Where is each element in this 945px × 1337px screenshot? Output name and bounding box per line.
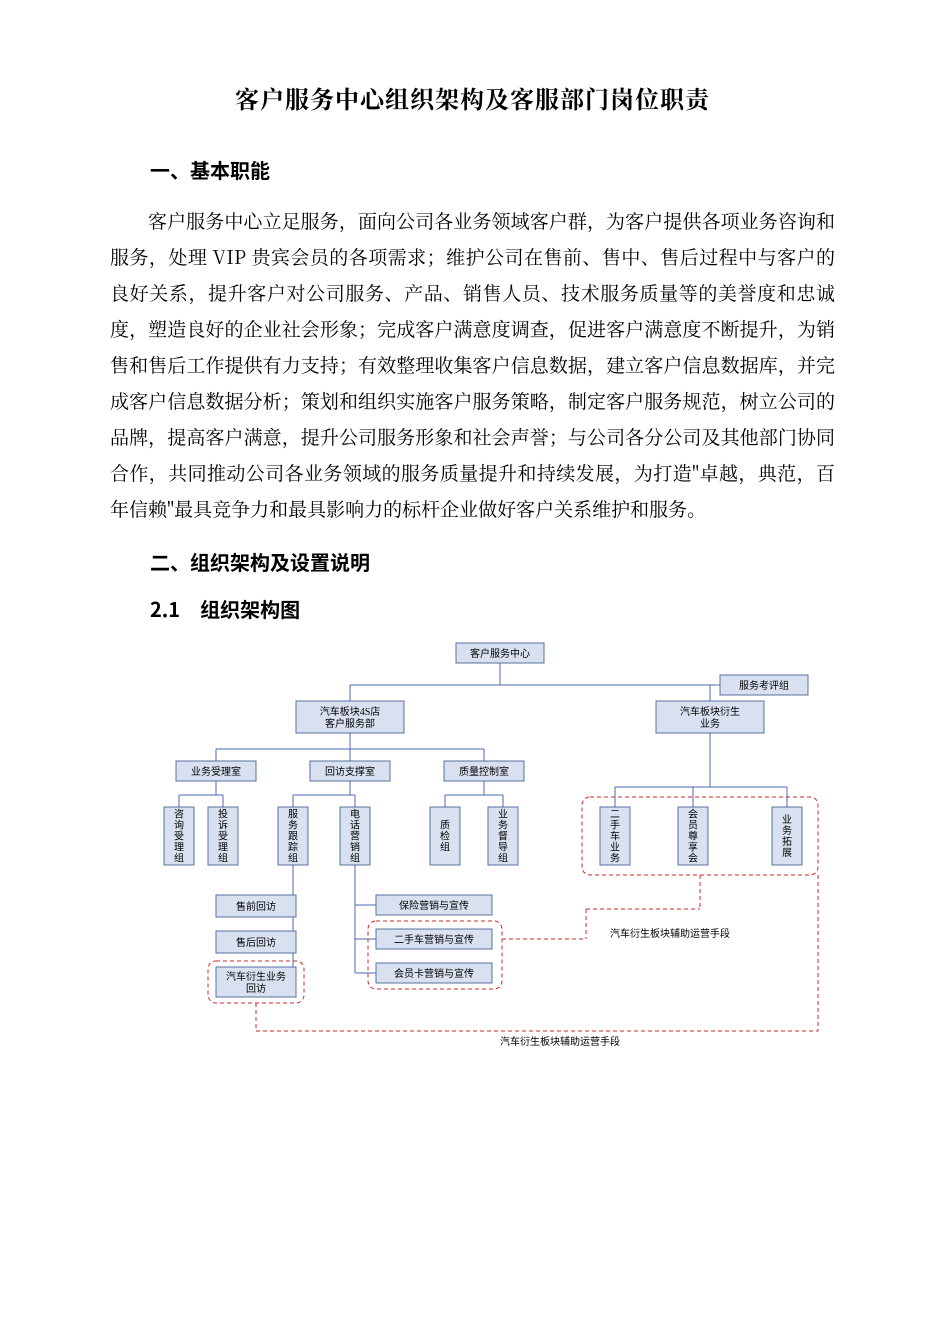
svg-text:手: 手 [610,819,620,832]
org-node: 业务拓展 [772,807,802,865]
org-node: 业务督导组 [488,807,518,865]
svg-text:组: 组 [288,852,298,865]
svg-text:回访支撑室: 回访支撑室 [325,765,375,778]
svg-text:务: 务 [782,824,792,837]
svg-text:组: 组 [498,852,508,865]
org-node: 售后回访 [216,931,296,953]
body-paragraph-1: 客户服务中心立足服务，面向公司各业务领域客户群，为客户提供各项业务咨询和服务，处… [110,203,835,527]
svg-text:享: 享 [688,841,698,854]
org-node: 汽车板块衍生业务 [656,701,764,733]
svg-text:销: 销 [350,841,360,854]
svg-text:汽车板块衍生: 汽车板块衍生 [680,705,740,718]
section-heading-1: 一、基本职能 [110,155,835,184]
svg-text:二手车营销与宣传: 二手车营销与宣传 [394,933,474,946]
org-node: 二手车营销与宣传 [376,929,492,949]
svg-text:理: 理 [218,842,228,854]
org-node: 咨询受理组 [164,807,194,865]
svg-text:检: 检 [440,830,450,843]
org-chart-svg: 客户服务中心服务考评组汽车板块4S店客户服务部汽车板块衍生业务业务受理室回访支撑… [110,637,870,1057]
org-node: 会员尊享会 [678,807,708,865]
page-title: 客户服务中心组织架构及客服部门岗位职责 [110,80,835,115]
org-chart-annotation: 汽车衍生板块辅助运营手段 [610,927,730,940]
svg-text:组: 组 [174,852,184,865]
org-node: 汽车板块4S店客户服务部 [296,701,404,733]
svg-text:投: 投 [218,808,228,821]
svg-text:组: 组 [218,852,228,865]
document-page: 客户服务中心组织架构及客服部门岗位职责 一、基本职能 客户服务中心立足服务，面向… [0,0,945,1097]
org-node: 业务受理室 [176,761,256,781]
svg-text:督: 督 [498,830,508,843]
svg-text:汽车衍生业务: 汽车衍生业务 [226,970,286,983]
svg-text:跟: 跟 [288,831,298,843]
svg-text:会员卡营销与宣传: 会员卡营销与宣传 [394,967,474,980]
svg-text:务: 务 [288,819,298,832]
org-node: 保险营销与宣传 [376,895,492,915]
svg-text:会: 会 [688,808,698,821]
svg-text:会: 会 [688,852,698,865]
svg-text:理: 理 [174,842,184,854]
org-node: 服务跟踪组 [278,807,308,865]
svg-text:受: 受 [218,831,228,843]
svg-text:展: 展 [782,847,792,859]
org-node: 回访支撑室 [310,761,390,781]
org-chart: 客户服务中心服务考评组汽车板块4S店客户服务部汽车板块衍生业务业务受理室回访支撑… [110,637,870,1057]
org-node: 会员卡营销与宣传 [376,963,492,983]
svg-text:客户服务中心: 客户服务中心 [470,647,530,660]
svg-text:导: 导 [498,842,508,854]
svg-text:质量控制室: 质量控制室 [459,765,509,778]
org-node: 质量控制室 [444,761,524,781]
svg-text:售前回访: 售前回访 [236,900,276,913]
svg-text:车: 车 [610,830,620,843]
svg-text:受: 受 [174,831,184,843]
svg-text:电: 电 [350,808,360,821]
svg-text:业: 业 [782,814,792,826]
svg-text:业务: 业务 [700,717,720,730]
org-node: 二手车业务 [600,807,630,865]
org-node: 客户服务中心 [456,643,544,663]
svg-text:保险营销与宣传: 保险营销与宣传 [399,899,469,912]
svg-text:业: 业 [498,809,508,821]
org-chart-annotation: 汽车衍生板块辅助运营手段 [500,1035,620,1048]
svg-text:营: 营 [350,830,360,843]
svg-text:询: 询 [174,819,184,832]
svg-text:员: 员 [688,820,698,832]
svg-text:业: 业 [610,842,620,854]
svg-text:组: 组 [440,841,450,854]
svg-text:业务受理室: 业务受理室 [191,765,241,778]
svg-text:尊: 尊 [688,830,698,843]
svg-text:客户服务部: 客户服务部 [325,717,375,730]
svg-text:诉: 诉 [218,819,228,832]
svg-text:组: 组 [350,852,360,865]
section-heading-2: 二、组织架构及设置说明 [110,547,835,576]
svg-text:售后回访: 售后回访 [236,936,276,949]
svg-text:咨: 咨 [174,808,184,821]
svg-text:质: 质 [440,820,450,832]
org-node: 汽车衍生业务回访 [216,967,296,997]
svg-text:服: 服 [288,809,298,821]
svg-text:踪: 踪 [288,841,298,854]
org-node: 售前回访 [216,895,296,917]
svg-text:汽车板块4S店: 汽车板块4S店 [320,705,381,718]
svg-text:服务考评组: 服务考评组 [739,679,789,692]
svg-text:务: 务 [610,852,620,865]
org-node: 电话营销组 [340,807,370,865]
svg-text:回访: 回访 [246,983,266,995]
org-node: 质检组 [430,807,460,865]
org-node: 投诉受理组 [208,807,238,865]
svg-text:务: 务 [498,819,508,832]
subsection-heading-2-1: 2.1 组织架构图 [110,594,835,623]
svg-text:二: 二 [610,810,620,821]
svg-text:话: 话 [350,820,360,832]
org-node: 服务考评组 [720,675,808,695]
svg-text:拓: 拓 [782,836,792,848]
